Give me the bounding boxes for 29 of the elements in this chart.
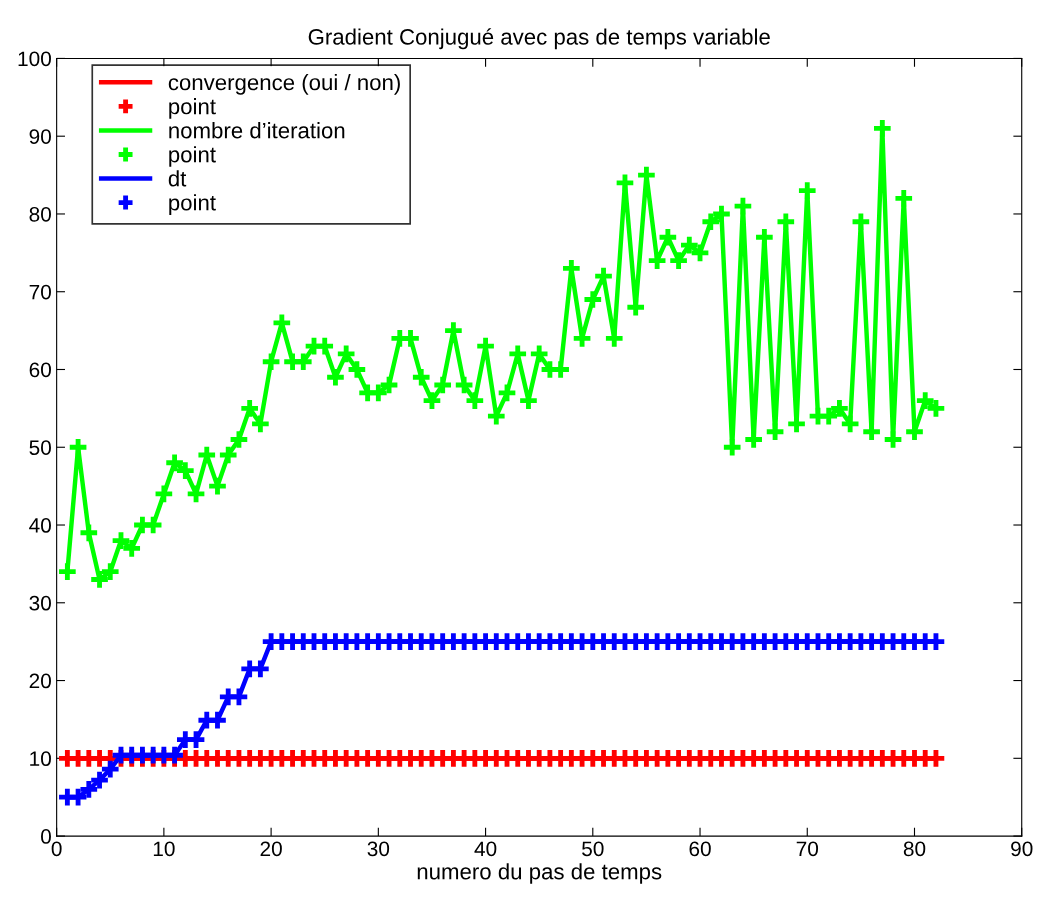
y-tick-label: 90 bbox=[29, 129, 51, 144]
x-tick-label: 80 bbox=[903, 841, 926, 857]
legend-label: point bbox=[169, 194, 216, 215]
legend-label: point bbox=[169, 146, 216, 167]
y-tick-label: 30 bbox=[29, 595, 51, 611]
x-tick-label: 10 bbox=[153, 841, 175, 857]
y-tick-label: 80 bbox=[29, 206, 51, 222]
x-tick-label: 40 bbox=[474, 841, 497, 857]
x-tick-label: 50 bbox=[582, 841, 604, 857]
legend-label: point bbox=[169, 98, 216, 119]
x-tick-label: 0 bbox=[51, 841, 62, 857]
y-tick-label: 50 bbox=[29, 440, 51, 456]
legend-label: convergence (oui / non) bbox=[168, 73, 400, 95]
y-tick-label: 0 bbox=[41, 829, 51, 844]
y-tick-label: 70 bbox=[29, 284, 51, 300]
chart-title: Gradient Conjugué avec pas de temps variable bbox=[308, 28, 770, 50]
x-tick-label: 30 bbox=[367, 841, 390, 857]
y-tick-label: 10 bbox=[30, 751, 51, 767]
y-tick-label: 20 bbox=[29, 673, 51, 689]
x-tick-label: 60 bbox=[689, 841, 711, 857]
y-tick-label: 40 bbox=[29, 518, 51, 533]
x-axis-title: numero du pas de temps bbox=[417, 863, 662, 884]
y-tick-label: 60 bbox=[29, 362, 51, 378]
x-tick-label: 20 bbox=[260, 841, 282, 857]
legend-label: dt bbox=[168, 170, 187, 187]
x-tick-label: 90 bbox=[1011, 841, 1033, 857]
legend-label: nombre d’iteration bbox=[169, 122, 345, 139]
x-tick-label: 70 bbox=[796, 841, 819, 857]
y-tick-label: 100 bbox=[18, 51, 51, 67]
